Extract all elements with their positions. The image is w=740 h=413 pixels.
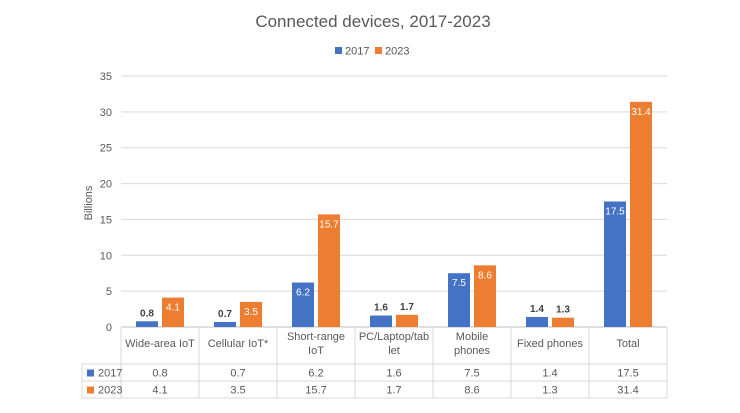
table-key-2023 xyxy=(87,386,94,394)
table-cell-2017-wide-area-iot: 0.8 xyxy=(152,368,167,380)
data-label-2017-mobile-phones: 7.5 xyxy=(452,278,466,289)
category-label-pc-laptop-tab-let: let xyxy=(388,345,400,357)
bar-2017-total xyxy=(604,201,626,327)
table-cell-2017-cellular-iot: 0.7 xyxy=(230,368,245,380)
chart-title: Connected devices, 2017-2023 xyxy=(255,12,490,31)
data-label-2023-fixed-phones: 1.3 xyxy=(556,305,570,316)
bar-2023-cellular-iot xyxy=(240,301,262,327)
table-cell-2017-mobile-phones: 7.5 xyxy=(464,368,479,380)
category-label-cellular-iot: Cellular IoT* xyxy=(208,338,269,350)
table-cell-2017-pc-laptop-tab-let: 1.6 xyxy=(386,368,401,380)
bar-2017-fixed-phones xyxy=(526,316,548,327)
y-tick-label: 5 xyxy=(106,286,112,298)
table-cell-2023-fixed-phones: 1.3 xyxy=(542,385,557,397)
category-label-mobile-phones: Mobile xyxy=(456,331,488,343)
legend-label-2023: 2023 xyxy=(385,46,409,58)
category-label-wide-area-iot: Wide-area IoT xyxy=(125,338,195,350)
table-series-name-2017: 2017 xyxy=(98,368,122,380)
table-key-2017 xyxy=(87,369,94,377)
data-label-2017-total: 17.5 xyxy=(605,207,625,218)
bars xyxy=(136,101,652,328)
data-label-2017-wide-area-iot: 0.8 xyxy=(140,308,154,319)
bar-2023-fixed-phones xyxy=(552,317,574,327)
y-tick-label: 35 xyxy=(100,71,112,83)
y-axis-ticks: 0 5 10 15 20 25 30 35 xyxy=(100,71,112,334)
table-cell-2017-short-range-iot: 6.2 xyxy=(308,368,323,380)
category-label-total: Total xyxy=(616,338,639,350)
gridlines xyxy=(121,75,667,328)
bar-2023-short-range-iot xyxy=(318,214,340,327)
table-cell-2017-total: 17.5 xyxy=(617,368,638,380)
table-series-name-2023: 2023 xyxy=(98,385,122,397)
y-tick-label: 20 xyxy=(100,179,112,191)
legend-label-2017: 2017 xyxy=(345,46,369,58)
data-label-2023-total: 31.4 xyxy=(631,107,651,118)
bar-2017-cellular-iot xyxy=(214,321,236,327)
data-label-2023-mobile-phones: 8.6 xyxy=(478,270,492,281)
table-cell-2023-total: 31.4 xyxy=(617,385,638,397)
data-table: Wide-area IoT Cellular IoT* Short-range IoT… xyxy=(81,327,668,399)
y-tick-label: 0 xyxy=(106,322,112,334)
y-tick-label: 10 xyxy=(100,250,112,262)
legend-swatch-2017 xyxy=(335,47,342,54)
category-label-mobile-phones: phones xyxy=(454,345,491,357)
table-cell-2023-mobile-phones: 8.6 xyxy=(464,385,479,397)
data-label-2023-short-range-iot: 15.7 xyxy=(319,219,339,230)
data-label-2017-fixed-phones: 1.4 xyxy=(530,304,544,315)
bar-2017-mobile-phones xyxy=(448,273,470,327)
data-label-2023-pc-laptop-tab-let: 1.7 xyxy=(400,302,414,313)
y-axis-label: Billions xyxy=(83,185,95,220)
category-label-fixed-phones: Fixed phones xyxy=(517,338,584,350)
table-cell-2023-pc-laptop-tab-let: 1.7 xyxy=(386,385,401,397)
bar-2023-wide-area-iot xyxy=(162,297,184,327)
y-tick-label: 15 xyxy=(100,214,112,226)
bar-2017-wide-area-iot xyxy=(136,321,158,327)
table-cell-2023-cellular-iot: 3.5 xyxy=(230,385,245,397)
data-label-2017-short-range-iot: 6.2 xyxy=(296,288,310,299)
table-cell-2023-wide-area-iot: 4.1 xyxy=(152,385,167,397)
data-label-2017-cellular-iot: 0.7 xyxy=(218,309,232,320)
y-tick-label: 25 xyxy=(100,143,112,155)
table-cell-2017-fixed-phones: 1.4 xyxy=(542,368,557,380)
data-label-2017-pc-laptop-tab-let: 1.6 xyxy=(374,303,388,314)
bar-2017-pc-laptop-tab-let xyxy=(370,315,392,327)
category-label-short-range-iot: Short-range xyxy=(287,331,345,343)
bar-2023-mobile-phones xyxy=(474,265,496,327)
bar-2017-short-range-iot xyxy=(292,282,314,327)
table-cell-2023-short-range-iot: 15.7 xyxy=(305,385,326,397)
data-label-2023-wide-area-iot: 4.1 xyxy=(166,303,180,314)
y-tick-label: 30 xyxy=(100,107,112,119)
category-label-short-range-iot: IoT xyxy=(308,345,324,357)
data-labels: 0.8 4.1 0.7 3.5 6.2 15.7 1.6 1.7 7.5 8.6 1.4 1.3 17.… xyxy=(140,107,651,320)
category-label-pc-laptop-tab-let: PC/Laptop/tab xyxy=(359,331,429,343)
legend-swatch-2023 xyxy=(375,47,382,54)
bar-2023-pc-laptop-tab-let xyxy=(396,314,418,327)
data-label-2023-cellular-iot: 3.5 xyxy=(244,307,258,318)
legend: 2017 2023 xyxy=(335,46,409,58)
bar-2023-total xyxy=(630,101,652,328)
